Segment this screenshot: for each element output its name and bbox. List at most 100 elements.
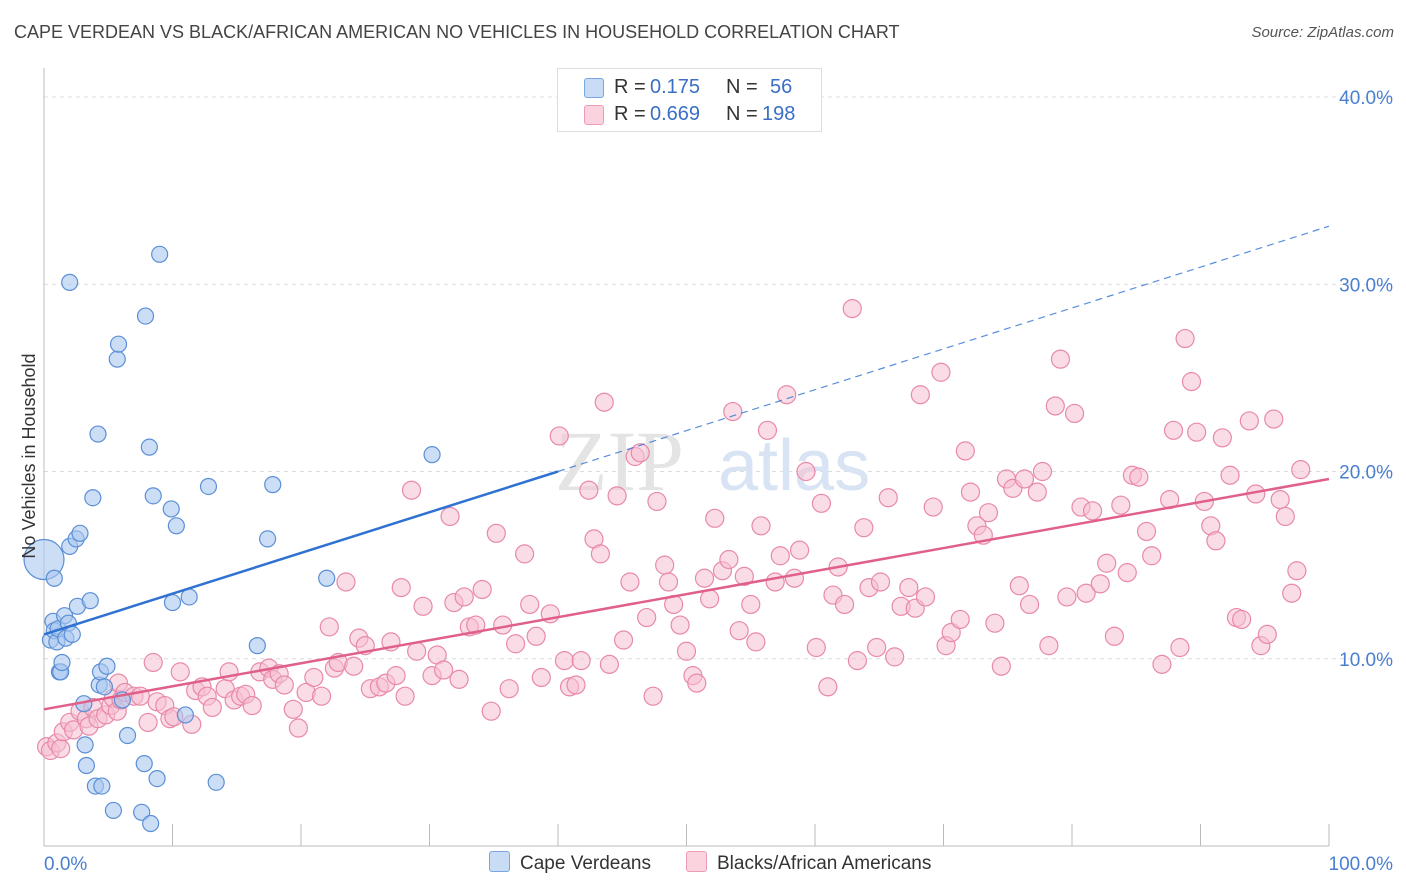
data-point-cape-verdeans — [118, 726, 137, 745]
data-point-cape-verdeans — [258, 530, 277, 548]
data-point-blacks — [910, 385, 930, 405]
data-point-blacks — [319, 617, 339, 637]
data-point-blacks — [1187, 422, 1207, 442]
chart-source: Source: ZipAtlas.com — [1251, 24, 1394, 41]
data-point-blacks — [687, 673, 707, 693]
data-point-blacks — [741, 594, 761, 615]
data-point-blacks — [449, 669, 469, 689]
data-point-blacks — [505, 634, 526, 654]
data-point-blacks — [138, 712, 158, 733]
data-point-cape-verdeans — [144, 487, 162, 505]
data-point-blacks — [834, 594, 855, 615]
data-point-blacks — [274, 675, 294, 695]
data-point-blacks — [1257, 624, 1277, 645]
y-tick-label: 20.0% — [1339, 463, 1393, 484]
data-point-blacks — [1045, 396, 1065, 416]
data-point-cape-verdeans — [98, 657, 116, 675]
data-point-blacks — [705, 508, 725, 528]
data-point-blacks — [1009, 576, 1029, 596]
data-point-cape-verdeans — [140, 438, 158, 456]
data-point-cape-verdeans — [53, 653, 71, 672]
data-point-blacks — [1027, 482, 1047, 502]
data-point-blacks — [1163, 420, 1184, 440]
data-point-blacks — [1170, 637, 1190, 658]
data-point-blacks — [847, 651, 868, 671]
data-point-cape-verdeans — [77, 756, 96, 775]
legend-r-label: R = — [614, 76, 646, 98]
data-point-blacks — [878, 488, 898, 508]
data-point-cape-verdeans — [136, 307, 155, 325]
data-point-blacks — [434, 660, 454, 680]
legend-swatch-blue — [584, 78, 604, 98]
data-point-blacks — [472, 579, 492, 600]
data-point-cape-verdeans — [71, 524, 89, 542]
data-point-blacks — [746, 632, 766, 652]
data-point-blacks — [870, 572, 891, 592]
data-point-cape-verdeans — [318, 569, 336, 587]
watermark-atlas: atlas — [718, 426, 870, 506]
data-point-blacks — [1287, 561, 1307, 581]
data-point-blacks — [481, 701, 501, 721]
data-point-blacks — [1082, 501, 1103, 521]
data-point-blacks — [599, 654, 620, 674]
data-point-blacks — [950, 609, 970, 630]
data-point-blacks — [407, 641, 427, 661]
legend-r-value: 0.175 — [650, 76, 701, 98]
data-point-blacks — [784, 568, 805, 588]
data-point-blacks — [344, 656, 364, 676]
data-point-cape-verdeans — [142, 814, 160, 833]
data-point-blacks — [170, 662, 190, 682]
data-point-blacks — [1270, 489, 1290, 510]
data-point-blacks — [1014, 469, 1035, 489]
data-point-blacks — [391, 577, 411, 598]
data-point-blacks — [594, 392, 614, 412]
data-point-blacks — [514, 544, 535, 564]
data-point-blacks — [655, 555, 675, 575]
data-point-blacks — [51, 739, 71, 759]
data-point-blacks — [1275, 506, 1295, 527]
bottom-legend-blacks: Blacks/African Americans — [686, 851, 931, 875]
data-point-blacks — [1104, 626, 1125, 646]
data-point-cape-verdeans — [108, 350, 126, 368]
data-point-blacks — [143, 652, 163, 673]
watermark: ZIP atlas — [555, 413, 870, 509]
bottom-legend-label: Blacks/African Americans — [717, 853, 932, 874]
data-point-blacks — [1181, 372, 1202, 392]
data-point-cape-verdeans — [133, 803, 151, 821]
data-point-blacks — [1019, 594, 1040, 615]
data-point-blacks — [1239, 411, 1259, 431]
data-point-blacks — [867, 637, 887, 658]
data-point-cape-verdeans — [162, 500, 180, 518]
data-point-cape-verdeans — [199, 477, 218, 496]
data-point-blacks — [630, 443, 650, 463]
data-point-blacks — [960, 482, 981, 502]
data-point-blacks — [694, 568, 715, 588]
data-point-blacks — [915, 587, 936, 607]
trend-line-cape-verdeans — [43, 470, 559, 636]
legend-n-label: N = — [726, 103, 758, 125]
data-point-blacks — [486, 523, 506, 543]
data-point-blacks — [288, 718, 309, 738]
data-point-cape-verdeans — [104, 801, 122, 820]
x-tick-label: 0.0% — [44, 854, 87, 875]
data-point-cape-verdeans — [163, 593, 182, 612]
data-point-blacks — [811, 493, 832, 513]
data-point-blacks — [440, 506, 460, 527]
data-point-blacks — [311, 686, 332, 706]
data-point-blacks — [242, 695, 262, 716]
data-point-blacks — [1039, 636, 1059, 656]
data-point-blacks — [899, 577, 919, 598]
tick-labels: 10.0% 20.0% 30.0% 40.0% 0.0% 100.0% — [44, 88, 1393, 875]
x-tick-label: 100.0% — [1329, 854, 1394, 875]
data-point-blacks — [549, 426, 569, 446]
data-point-blacks — [676, 641, 697, 661]
bottom-swatch-pink — [686, 851, 707, 872]
data-point-blacks — [590, 544, 611, 564]
data-point-blacks — [806, 637, 826, 658]
data-point-blacks — [607, 486, 627, 506]
data-point-blacks — [1032, 461, 1053, 482]
y-tick-label: 40.0% — [1339, 88, 1393, 109]
data-point-blacks — [770, 546, 790, 566]
data-point-blacks — [1050, 349, 1071, 369]
data-point-blacks — [1206, 531, 1226, 551]
